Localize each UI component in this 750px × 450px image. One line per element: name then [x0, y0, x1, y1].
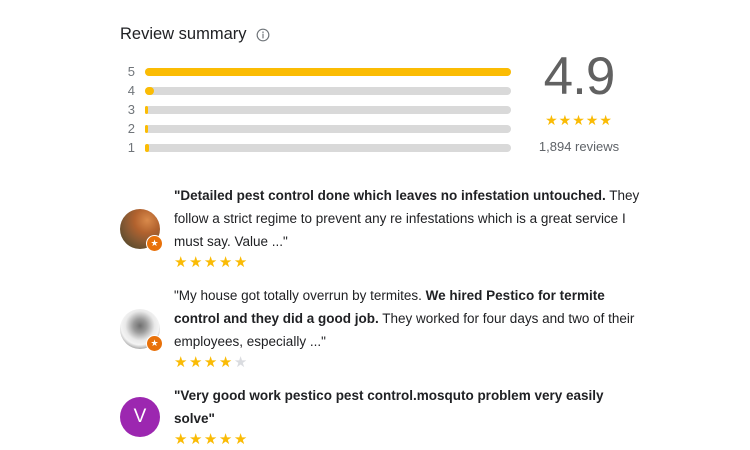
- review-text-segment: They follow a strict regime to prevent a…: [174, 188, 640, 249]
- reviewer-avatar[interactable]: ★: [120, 208, 163, 252]
- rating-bar-track: [145, 67, 511, 76]
- rating-bar-fill: [145, 124, 148, 133]
- star-filled-icon: ★: [174, 354, 189, 371]
- review-stars: ★★★★★: [174, 432, 642, 450]
- review-text: "Very good work pestico pest control.mos…: [174, 384, 642, 430]
- rating-bar-track: [145, 105, 511, 114]
- review-text-segment: "My house got totally overrun by termite…: [174, 288, 426, 303]
- review-item[interactable]: V "Very good work pestico pest control.m…: [120, 384, 642, 450]
- star-filled-icon: ★: [218, 431, 234, 448]
- rating-bar-label: 3: [127, 102, 135, 117]
- review-stars: ★★★★★: [174, 355, 642, 373]
- review-count-link[interactable]: 1,894 reviews: [538, 139, 620, 154]
- star-filled-icon: ★: [188, 354, 204, 371]
- rating-bar-row[interactable]: 4: [120, 81, 511, 100]
- review-body: "My house got totally overrun by termite…: [174, 284, 642, 373]
- rating-bar-fill: [145, 86, 155, 95]
- star-filled-icon: ★: [233, 431, 249, 448]
- star-filled-icon: ★: [218, 254, 234, 271]
- average-rating: 4.9: [543, 47, 616, 106]
- rating-bar-label: 5: [127, 64, 135, 79]
- review-body: "Detailed pest control done which leaves…: [174, 184, 642, 273]
- star-filled-icon: ★: [599, 112, 613, 128]
- rating-bar-label: 2: [127, 121, 135, 136]
- review-text-bold-segment: "Very good work pestico pest control.mos…: [174, 388, 604, 426]
- review-body: "Very good work pestico pest control.mos…: [174, 384, 642, 450]
- review-item[interactable]: ★ "Detailed pest control done which leav…: [120, 184, 642, 273]
- header: Review summary: [120, 25, 270, 44]
- reviewer-avatar[interactable]: V: [120, 397, 160, 437]
- rating-bar-row[interactable]: 2: [120, 119, 511, 138]
- rating-bar-row[interactable]: 5: [120, 62, 511, 81]
- info-icon[interactable]: [256, 28, 270, 42]
- star-filled-icon: ★: [203, 254, 219, 271]
- star-filled-icon: ★: [174, 254, 189, 271]
- rating-bar-fill: [145, 143, 149, 152]
- review-text: "My house got totally overrun by termite…: [174, 284, 642, 353]
- star-filled-icon: ★: [188, 254, 204, 271]
- rating-bar-track: [145, 124, 511, 133]
- review-item[interactable]: ★ "My house got totally overrun by termi…: [120, 284, 642, 373]
- star-filled-icon: ★: [188, 431, 204, 448]
- local-guide-badge-icon: ★: [146, 334, 163, 352]
- star-filled-icon: ★: [585, 112, 600, 128]
- star-filled-icon: ★: [203, 431, 219, 448]
- rating-bar-row[interactable]: 3: [120, 100, 511, 119]
- rating-bar-label: 4: [127, 83, 135, 98]
- rating-bar-fill: [145, 105, 148, 114]
- review-text-segment: They worked for four days and two of the…: [174, 311, 635, 349]
- review-text-bold-segment: We hired Pestico for termite control and…: [174, 288, 605, 326]
- rating-histogram: 5 4 3 2 1: [120, 62, 511, 157]
- rating-bar-label: 1: [127, 140, 135, 155]
- star-filled-icon: ★: [558, 112, 573, 128]
- star-filled-icon: ★: [545, 112, 559, 128]
- reviewer-avatar[interactable]: ★: [120, 308, 163, 352]
- review-text-bold-segment: "Detailed pest control done which leaves…: [174, 188, 606, 203]
- rating-bar-track: [145, 143, 511, 152]
- star-filled-icon: ★: [233, 254, 249, 271]
- rating-bar-track: [145, 86, 511, 95]
- rating-bar-fill: [145, 67, 511, 76]
- star-filled-icon: ★: [218, 354, 234, 371]
- local-guide-badge-icon: ★: [146, 234, 163, 252]
- star-empty-icon: ★: [233, 354, 249, 371]
- reviews-list: ★ "Detailed pest control done which leav…: [120, 184, 642, 450]
- score-panel: 4.9 ★★★★★ 1,894 reviews: [527, 50, 631, 154]
- rating-bar-row[interactable]: 1: [120, 138, 511, 157]
- page-title: Review summary: [120, 25, 247, 43]
- review-stars: ★★★★★: [174, 255, 642, 273]
- average-rating-stars: ★★★★★: [527, 113, 631, 127]
- review-text: "Detailed pest control done which leaves…: [174, 184, 642, 253]
- star-filled-icon: ★: [572, 112, 586, 128]
- avatar-image: V: [120, 397, 160, 437]
- star-filled-icon: ★: [203, 354, 219, 371]
- star-filled-icon: ★: [174, 431, 189, 448]
